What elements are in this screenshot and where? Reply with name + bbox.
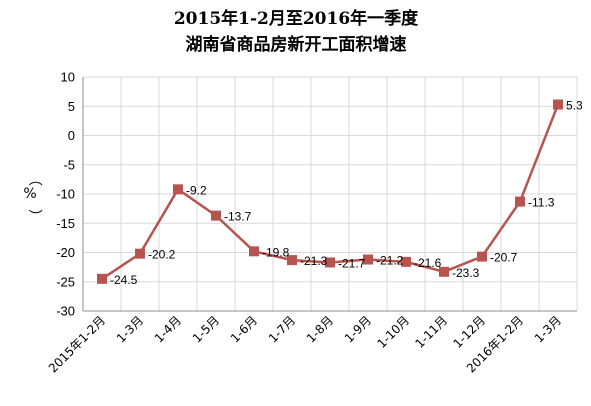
x-tick-label: 1-3月 (532, 313, 564, 345)
gridlines (82, 76, 578, 312)
data-point-marker (97, 273, 107, 284)
data-point-marker (211, 210, 221, 221)
data-label: -20.7 (490, 251, 518, 265)
y-tick-label: -30 (56, 304, 75, 319)
x-tick-label: 1-5月 (190, 313, 222, 345)
data-labels: -24.5-20.2-9.2-13.7-19.8-21.3 -21.7 -21.2-… (110, 98, 583, 286)
data-point-marker (287, 255, 297, 266)
x-tick-label: 1-11月 (412, 313, 450, 351)
data-label: -21.7 (338, 256, 366, 270)
x-tick-label: 1-12月 (450, 313, 488, 351)
data-label: -13.7 (224, 210, 252, 224)
y-tick-label: -5 (63, 157, 75, 172)
y-tick-label: 10 (61, 70, 75, 85)
y-tick-label: -15 (56, 216, 75, 231)
chart-title-line-1: 2015年1-2月至2016年一季度 (174, 8, 419, 29)
series-layer (97, 99, 563, 284)
data-point-marker (553, 99, 563, 110)
y-tick-label: 0 (68, 128, 75, 143)
y-axis-ticks: 10 5 0 -5 -10 -15 -20 -25 -30 (56, 70, 75, 319)
data-label: -20.2 (148, 248, 176, 262)
data-label: 5.3 (566, 98, 583, 112)
x-tick-label: 1-3月 (114, 313, 146, 345)
data-label: -19.8 (262, 245, 290, 259)
data-point-marker (249, 246, 259, 257)
data-label: -11.3 (528, 196, 555, 210)
x-tick-label: 1-7月 (266, 313, 298, 345)
x-tick-label: 1-8月 (304, 313, 336, 345)
y-axis-label-paren-open: （ (26, 172, 42, 186)
data-point-marker (515, 196, 525, 207)
data-label: -24.5 (110, 273, 138, 287)
y-tick-label: 5 (68, 99, 75, 114)
y-axis-label-paren-close: ） (26, 209, 42, 223)
y-tick-label: -10 (56, 187, 75, 202)
data-label: -23.3 (452, 266, 480, 280)
x-axis-ticks: 2015年1-2月 1-3月 1-4月 1-5月 1-6月 1-7月 1-8月 1-9月 1-1… (46, 313, 564, 375)
x-tick-label: 1-10月 (374, 313, 412, 351)
data-label: -9.2 (186, 183, 207, 197)
data-label: -21.6 (414, 256, 442, 270)
data-point-marker (477, 251, 487, 262)
y-tick-label: -20 (56, 245, 75, 260)
data-point-marker (401, 256, 411, 267)
data-point-marker (135, 248, 145, 259)
x-tick-label: 2015年1-2月 (46, 313, 108, 375)
data-point-marker (439, 266, 449, 277)
data-point-marker (173, 184, 183, 195)
x-tick-label: 1-4月 (152, 313, 184, 345)
y-axis-label: （ % ） (23, 172, 42, 223)
y-tick-label: -25 (56, 274, 75, 289)
chart-title-line-2: 湖南省商品房新开工面积增速 (186, 34, 407, 55)
x-tick-label: 1-9月 (342, 313, 374, 345)
data-label: -21.3 (300, 254, 328, 268)
data-point-marker (363, 254, 373, 265)
data-point-marker (325, 257, 335, 268)
x-tick-label: 1-6月 (228, 313, 260, 345)
y-axis-label-unit: % (23, 186, 36, 202)
data-label: -21.2 (376, 254, 404, 268)
